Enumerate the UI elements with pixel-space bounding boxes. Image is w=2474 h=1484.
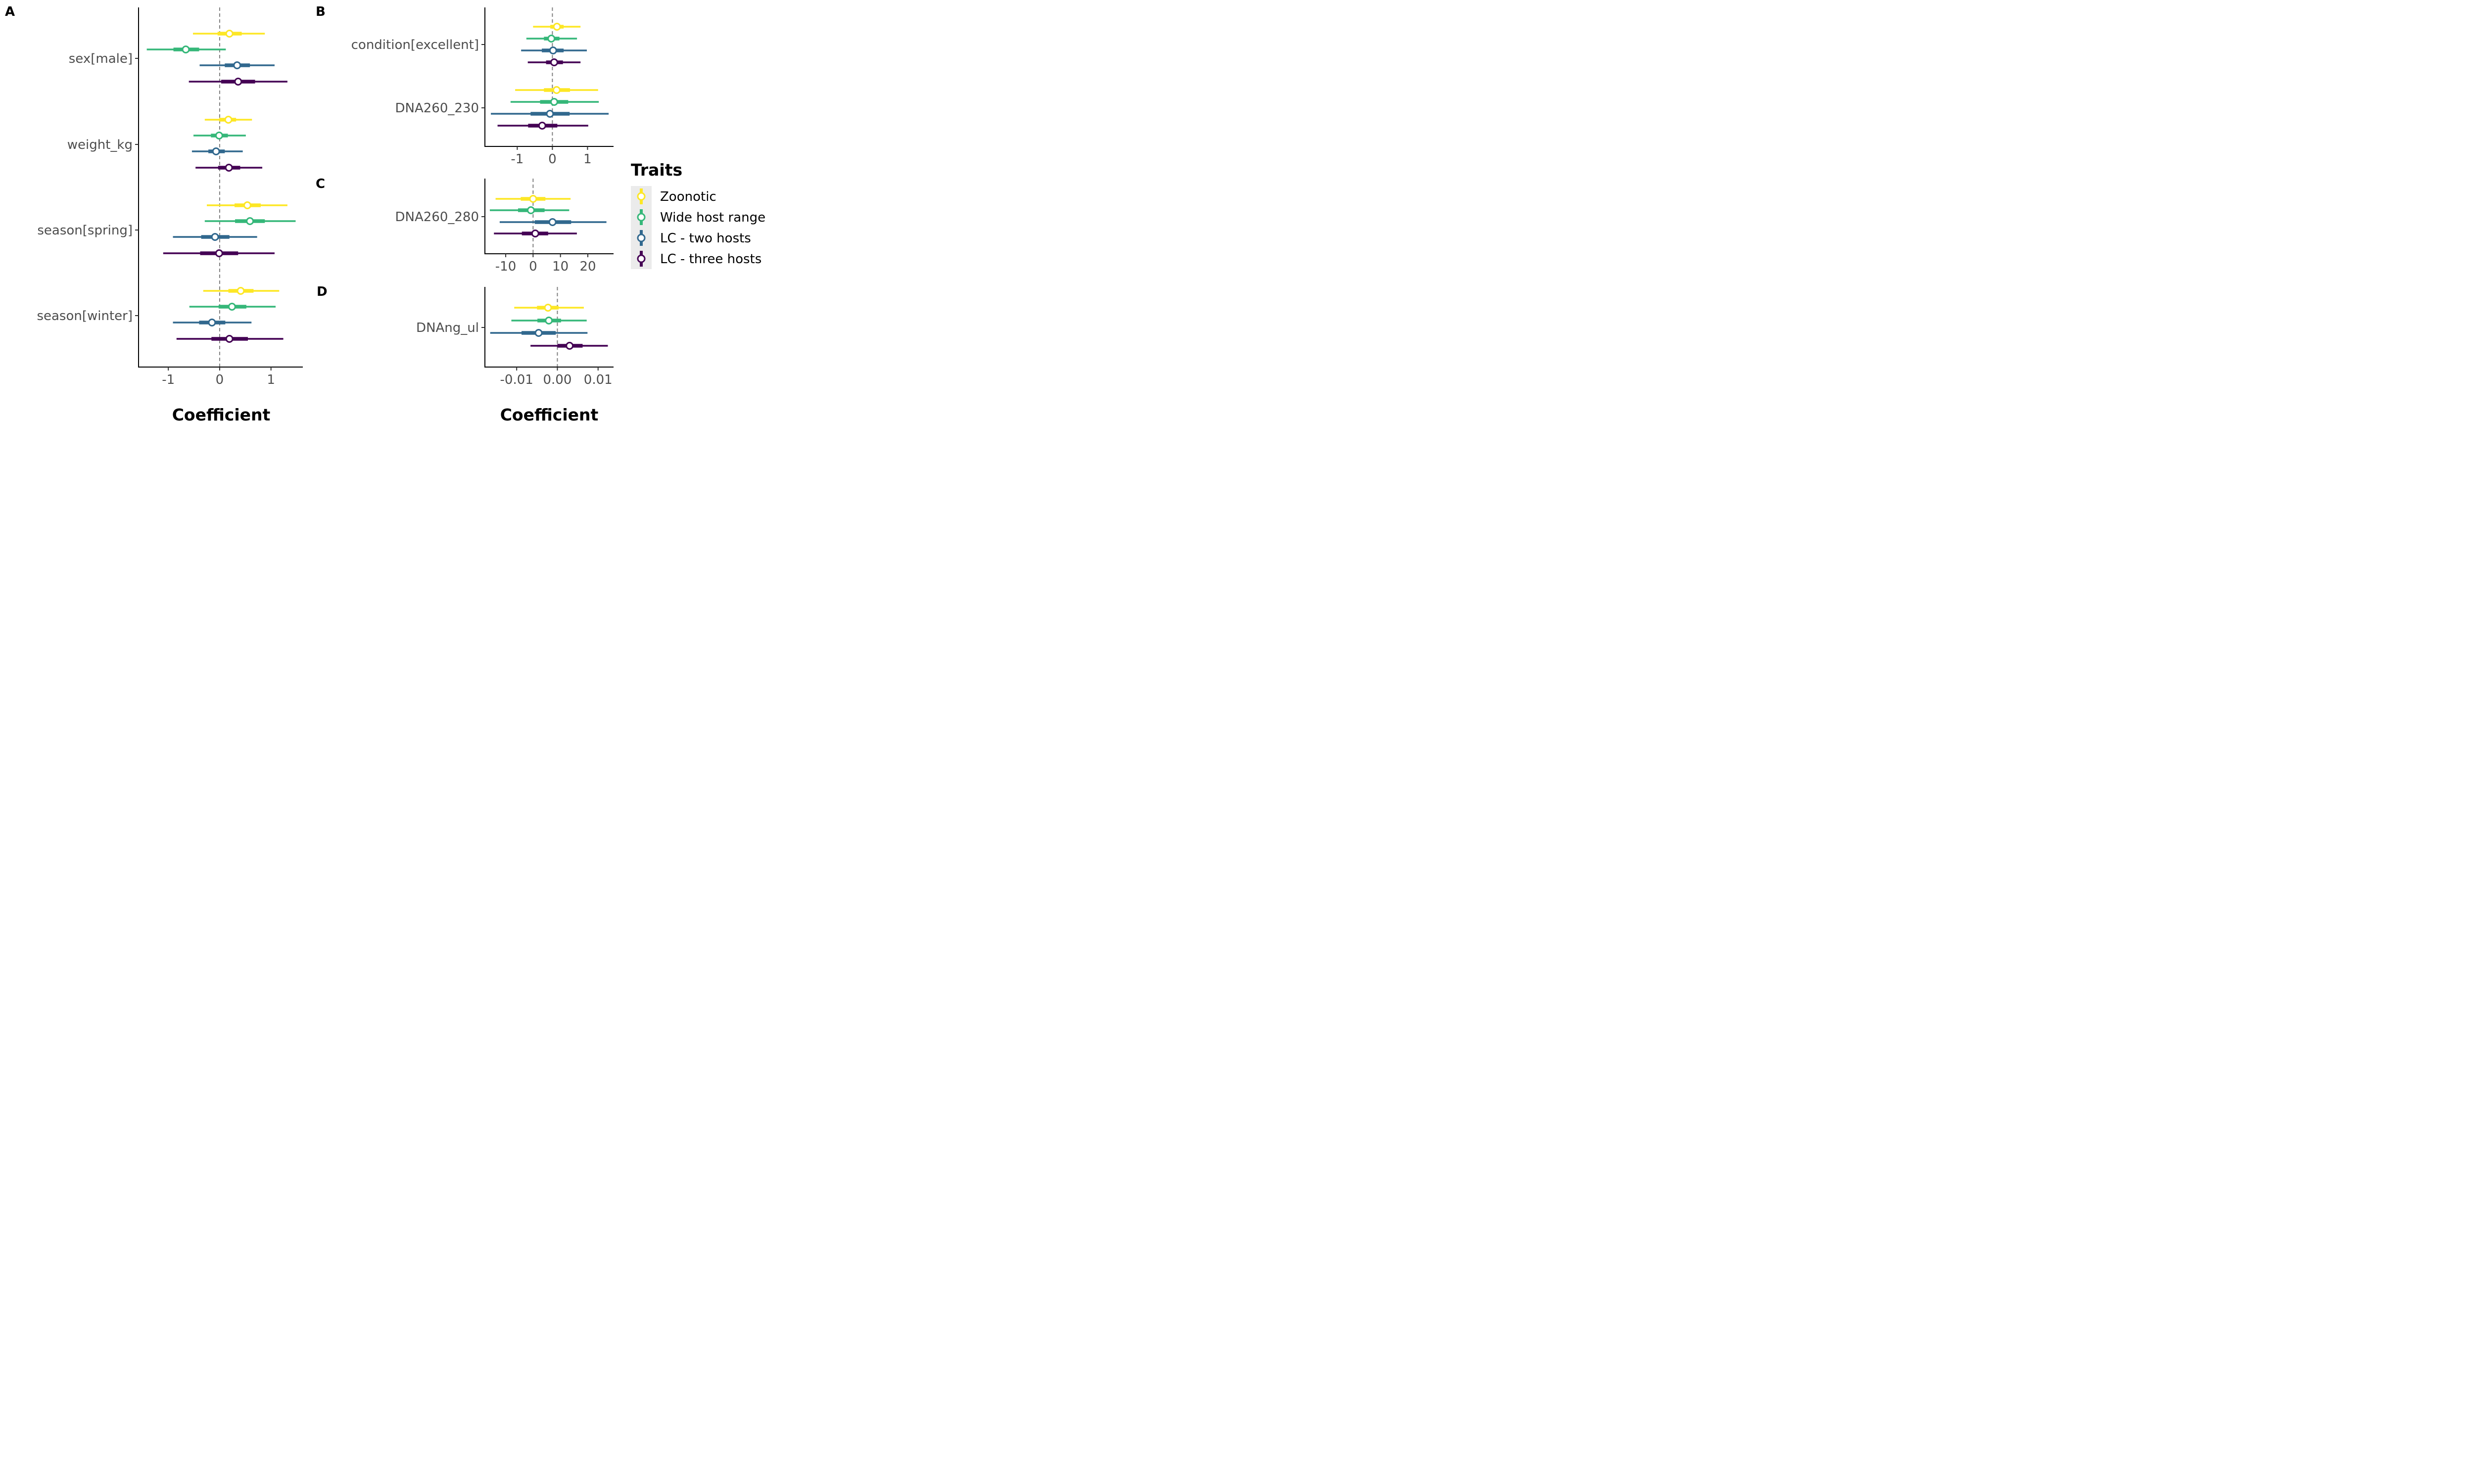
legend: Traits Zoonotic Wide host range LC - two h…	[631, 160, 765, 269]
y-category-label-season-winter: season[winter]	[37, 309, 133, 324]
panels-layer: A-1 0 1sex[male]weight_kgseason[spring]sea…	[5, 4, 614, 387]
y-category-label-season-spring: season[spring]	[37, 223, 133, 238]
point-estimate	[225, 164, 233, 172]
y-category-label-condition-excellent: condition[excellent]	[351, 38, 479, 52]
panel-a: A -1 0 1 sex[male] weight_kg season[spring] sea…	[5, 4, 303, 387]
point-estimate	[544, 304, 552, 312]
legend-key-point	[637, 213, 646, 222]
x-tick-label: 1	[267, 372, 275, 387]
point-estimate	[545, 317, 553, 325]
legend-entry-label: Zoonotic	[660, 189, 716, 204]
x-tick-label: -1	[162, 372, 175, 387]
series-wide-host-range	[489, 206, 570, 214]
y-category-label-dnang-ul: DNAng_ul	[416, 321, 479, 335]
y-category-label-dna260-280: DNA260_280	[395, 210, 479, 225]
y-category-label-weight-kg: weight_kg	[67, 138, 133, 152]
series-zoonotic	[515, 23, 598, 94]
point-estimate	[547, 35, 556, 43]
point-estimate	[548, 218, 557, 226]
series-lc-two-hosts	[499, 218, 607, 226]
series-zoonotic	[192, 30, 287, 295]
y-category-label-sex-male: sex[male]	[69, 51, 133, 66]
panel-tag-b: B	[316, 4, 326, 19]
point-estimate	[212, 147, 220, 155]
figure-canvas: A-1 0 1sex[male]weight_kgseason[spring]sea…	[5, 4, 765, 424]
series-lc-three-hosts	[494, 230, 577, 237]
legend-entry-label: LC - two hosts	[660, 231, 751, 246]
point-estimate	[225, 30, 234, 38]
legend-title: Traits	[631, 160, 682, 180]
legend-key-point	[637, 233, 646, 242]
x-axis-title-left: Coefficient	[172, 405, 271, 424]
legend-entry-wide-host-range: Wide host range	[637, 209, 765, 225]
point-estimate	[211, 233, 219, 241]
series-lc-three-hosts	[530, 342, 608, 350]
forest-plot-figure: A -1 0 1 sex[male] weight_kg season[spring] sea…	[0, 0, 776, 431]
x-tick-label: 0.00	[543, 372, 572, 387]
point-estimate	[225, 335, 234, 343]
legend-entry-label: Wide host range	[660, 210, 765, 225]
series-lc-three-hosts	[497, 58, 588, 130]
legend-keys: Zoonotic Wide host range LC - two hosts LC …	[637, 188, 765, 267]
series-lc-three-hosts	[163, 78, 287, 343]
series-zoonotic	[495, 195, 571, 203]
series-lc-two-hosts	[490, 329, 588, 337]
legend-key-point	[637, 192, 646, 201]
point-estimate	[237, 287, 245, 295]
point-estimate	[246, 217, 254, 225]
point-estimate	[546, 110, 554, 118]
point-estimate	[233, 61, 241, 69]
point-estimate	[553, 23, 561, 31]
point-estimate	[234, 78, 242, 86]
point-estimate	[550, 98, 558, 106]
x-tick-label: 10	[552, 259, 569, 274]
point-estimate	[208, 319, 216, 326]
x-tick-label: 20	[579, 259, 596, 274]
point-estimate	[182, 46, 190, 53]
legend-key-point	[637, 254, 646, 263]
panel-tag-c: C	[316, 177, 325, 191]
x-tick-label: 0	[529, 259, 537, 274]
point-estimate	[529, 195, 537, 203]
panel-d: D -0.01 0.00 0.01 DNAng_ul	[317, 284, 614, 387]
legend-entry-lc-three-hosts: LC - three hosts	[637, 251, 761, 267]
point-estimate	[224, 116, 233, 124]
point-estimate	[538, 122, 546, 130]
legend-entry-lc-two-hosts: LC - two hosts	[637, 230, 751, 246]
point-estimate	[228, 303, 236, 311]
panel-c: C -10 0 10 20 DNA260_280	[316, 177, 614, 274]
panel-tag-d: D	[317, 284, 328, 299]
point-estimate	[215, 249, 223, 257]
x-tick-label: 1	[583, 152, 592, 167]
panel-tag-a: A	[5, 4, 15, 19]
point-estimate	[243, 201, 251, 209]
x-tick-label: 0	[216, 372, 224, 387]
point-estimate	[215, 132, 223, 139]
series-lc-two-hosts	[173, 61, 275, 326]
series-lc-two-hosts	[491, 46, 609, 118]
series-zoonotic	[514, 304, 584, 312]
x-tick-label: -1	[511, 152, 523, 167]
x-tick-label: 0.01	[584, 372, 613, 387]
point-estimate	[526, 206, 535, 214]
panel-b: B -1 0 1 condition[excellent] DNA260_230	[316, 4, 614, 167]
point-estimate	[531, 230, 539, 237]
x-tick-label: -0.01	[500, 372, 533, 387]
legend-entry-label: LC - three hosts	[660, 252, 761, 267]
x-axis-title-right: Coefficient	[500, 405, 599, 424]
point-estimate	[549, 46, 557, 54]
point-estimate	[534, 329, 543, 337]
x-tick-label: 0	[548, 152, 557, 167]
x-tick-label: -10	[495, 259, 516, 274]
series-wide-host-range	[146, 46, 296, 311]
series-wide-host-range	[510, 35, 599, 106]
y-category-label-dna260-230: DNA260_230	[395, 101, 479, 116]
legend-entry-zoonotic: Zoonotic	[637, 188, 716, 204]
point-estimate	[566, 342, 574, 350]
point-estimate	[550, 58, 558, 66]
point-estimate	[552, 86, 561, 94]
series-wide-host-range	[511, 317, 587, 325]
